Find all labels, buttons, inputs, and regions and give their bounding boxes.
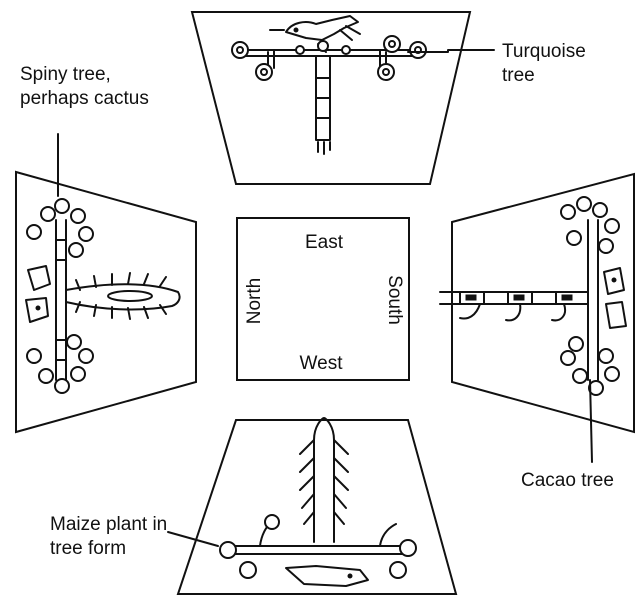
panel-west-maize-tree [176,417,458,595]
label-spiny-tree-line2: perhaps cactus [20,88,149,109]
label-east: East [305,232,344,253]
panel-south-cacao-tree [439,172,635,434]
callout-labels: Spiny tree, perhaps cactus Turquoise tre… [20,41,614,559]
label-south: South [384,275,405,325]
label-maize-line2: tree form [50,538,126,559]
label-spiny-tree-line1: Spiny tree, [20,64,111,85]
cacao-figure [603,267,627,329]
spiny-tree-flowers [26,198,94,394]
label-west: West [300,353,344,374]
label-turquoise-tree-line2: tree [502,65,535,86]
label-cacao-tree: Cacao tree [521,470,614,491]
label-north: North [244,278,265,324]
panel-east-turquoise-tree [190,11,472,185]
maize-figure [285,565,369,587]
center-square: East West North South [236,217,410,381]
label-turquoise-tree-line1: Turquoise [502,41,586,62]
panel-north-spiny-tree [15,170,197,434]
label-maize-line1: Maize plant in [50,514,167,535]
cacao-flowers [560,196,620,396]
spiny-tree-figure [25,265,51,323]
maize-flowers [219,514,417,579]
leader-lines [57,49,593,547]
